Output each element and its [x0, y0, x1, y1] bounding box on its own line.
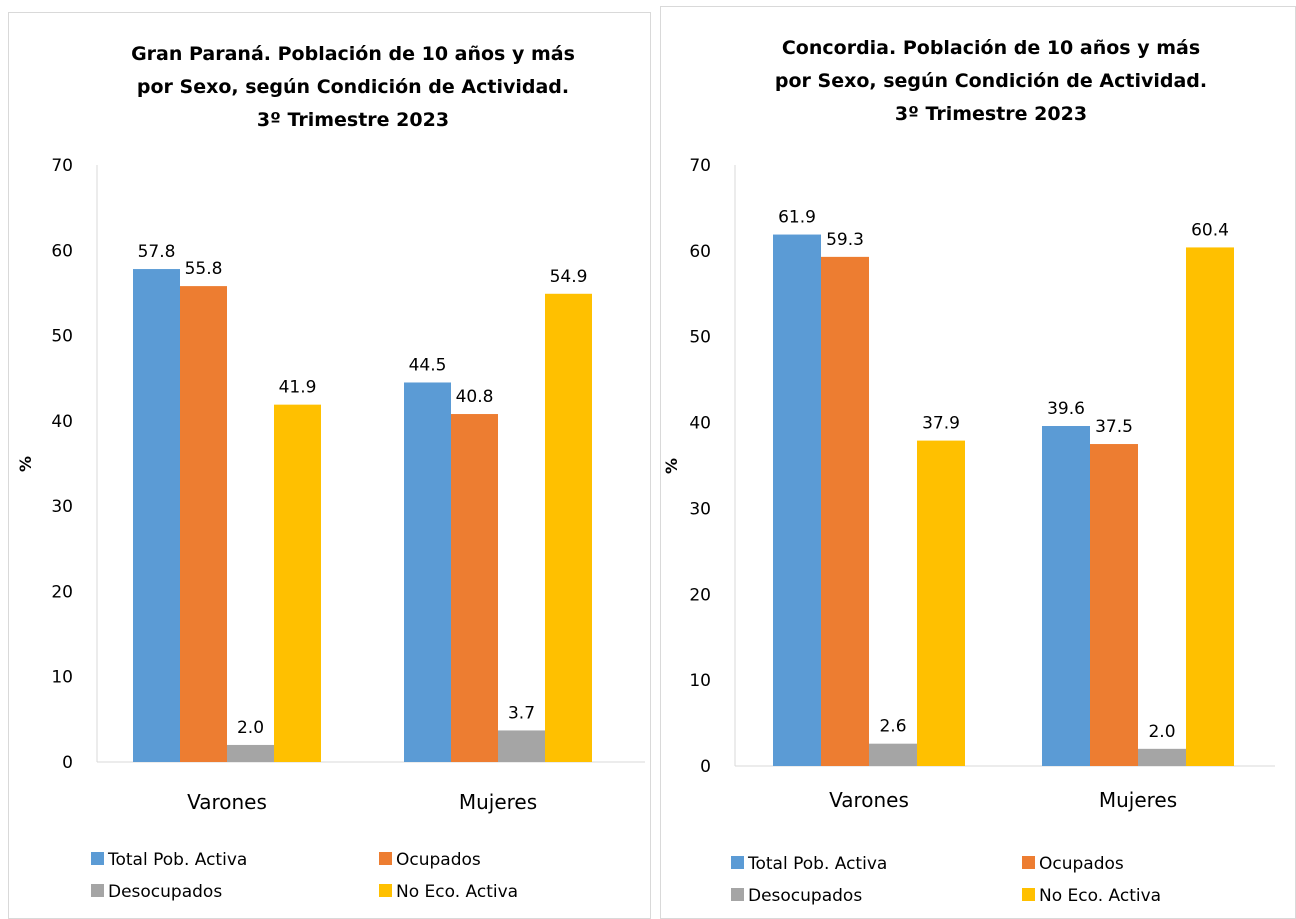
bar-no-eco-activa-varones [917, 440, 965, 766]
bar-no-eco-activa-mujeres [1186, 247, 1234, 766]
data-label: 55.8 [185, 259, 223, 279]
y-tick-label: 20 [689, 585, 711, 605]
category-label: Mujeres [459, 790, 537, 814]
data-label: 37.9 [922, 414, 960, 434]
data-label: 44.5 [409, 355, 447, 375]
y-tick-label: 70 [689, 156, 711, 176]
data-label: 40.8 [456, 387, 494, 407]
y-tick-label: 0 [700, 757, 711, 777]
chart-title-line: Gran Paraná. Población de 10 años y más [131, 43, 575, 65]
bar-desocupados-mujeres [1138, 748, 1186, 766]
y-tick-label: 10 [51, 668, 73, 688]
legend-entry-label: Ocupados [396, 850, 481, 870]
y-tick-label: 70 [51, 156, 73, 176]
data-label: 61.9 [778, 208, 816, 228]
data-label: 59.3 [826, 230, 864, 250]
data-label: 41.9 [279, 378, 317, 398]
category-label: Varones [187, 790, 267, 814]
bar-desocupados-mujeres [498, 730, 545, 762]
y-tick-label: 60 [51, 241, 73, 261]
chart-panel-concordia: Concordia. Población de 10 años y más por… [660, 6, 1296, 919]
bar-ocupados-mujeres [1090, 444, 1138, 766]
chart-panel-gran-parana: Gran Paraná. Población de 10 años y más p… [8, 12, 651, 919]
bar-total-pob-activa-varones [773, 234, 821, 766]
legend-swatch [1022, 856, 1035, 869]
y-tick-label: 60 [689, 242, 711, 262]
data-label: 54.9 [550, 267, 588, 287]
legend-swatch [379, 884, 392, 897]
y-axis-label: % [16, 456, 35, 472]
data-label: 39.6 [1047, 399, 1085, 419]
legend-swatch [379, 852, 392, 865]
y-axis-label: % [662, 458, 681, 474]
chart-title-line: Concordia. Población de 10 años y más [782, 37, 1200, 59]
y-tick-label: 10 [689, 671, 711, 691]
legend-entry-label: Desocupados [748, 886, 862, 906]
data-label: 37.5 [1095, 417, 1133, 437]
data-label: 2.0 [1148, 722, 1175, 742]
bar-total-pob-activa-mujeres [1042, 426, 1090, 766]
legend-swatch [731, 888, 744, 901]
chart-title-line: por Sexo, según Condición de Actividad. [137, 76, 569, 98]
y-tick-label: 30 [689, 499, 711, 519]
y-tick-label: 50 [689, 328, 711, 348]
bar-no-eco-activa-varones [274, 404, 321, 762]
data-label: 57.8 [138, 242, 176, 262]
bar-total-pob-activa-mujeres [404, 382, 451, 762]
legend-swatch [731, 856, 744, 869]
legend-entry-label: Total Pob. Activa [107, 850, 247, 870]
bar-ocupados-mujeres [451, 414, 498, 762]
data-label: 2.0 [237, 718, 264, 738]
data-label: 3.7 [508, 703, 535, 723]
legend-entry-label: Desocupados [108, 882, 222, 902]
chart-svg-gran-parana: Gran Paraná. Población de 10 años y más p… [16, 43, 645, 902]
legend-swatch [1022, 888, 1035, 901]
y-tick-label: 40 [689, 414, 711, 434]
bar-no-eco-activa-mujeres [545, 293, 592, 762]
chart-title-line: por Sexo, según Condición de Actividad. [775, 70, 1207, 92]
y-tick-label: 30 [51, 497, 73, 517]
y-tick-label: 50 [51, 327, 73, 347]
bar-desocupados-varones [869, 743, 917, 766]
category-label: Mujeres [1099, 788, 1177, 812]
chart-svg-concordia: Concordia. Población de 10 años y más por… [662, 37, 1275, 906]
bar-ocupados-varones [821, 256, 869, 766]
chart-title-line: 3º Trimestre 2023 [257, 109, 449, 131]
data-label: 60.4 [1191, 220, 1229, 240]
legend-entry-label: Total Pob. Activa [747, 854, 887, 874]
bar-desocupados-varones [227, 744, 274, 762]
bar-ocupados-varones [180, 286, 227, 762]
legend-entry-label: No Eco. Activa [396, 882, 518, 902]
y-tick-label: 0 [62, 753, 73, 773]
legend-entry-label: Ocupados [1039, 854, 1124, 874]
legend-swatch [91, 884, 104, 897]
data-label: 2.6 [879, 717, 906, 737]
category-label: Varones [829, 788, 909, 812]
y-tick-label: 40 [51, 412, 73, 432]
y-tick-label: 20 [51, 582, 73, 602]
legend-swatch [91, 852, 104, 865]
legend-entry-label: No Eco. Activa [1039, 886, 1161, 906]
bar-total-pob-activa-varones [133, 269, 180, 762]
chart-title-line: 3º Trimestre 2023 [895, 103, 1087, 125]
